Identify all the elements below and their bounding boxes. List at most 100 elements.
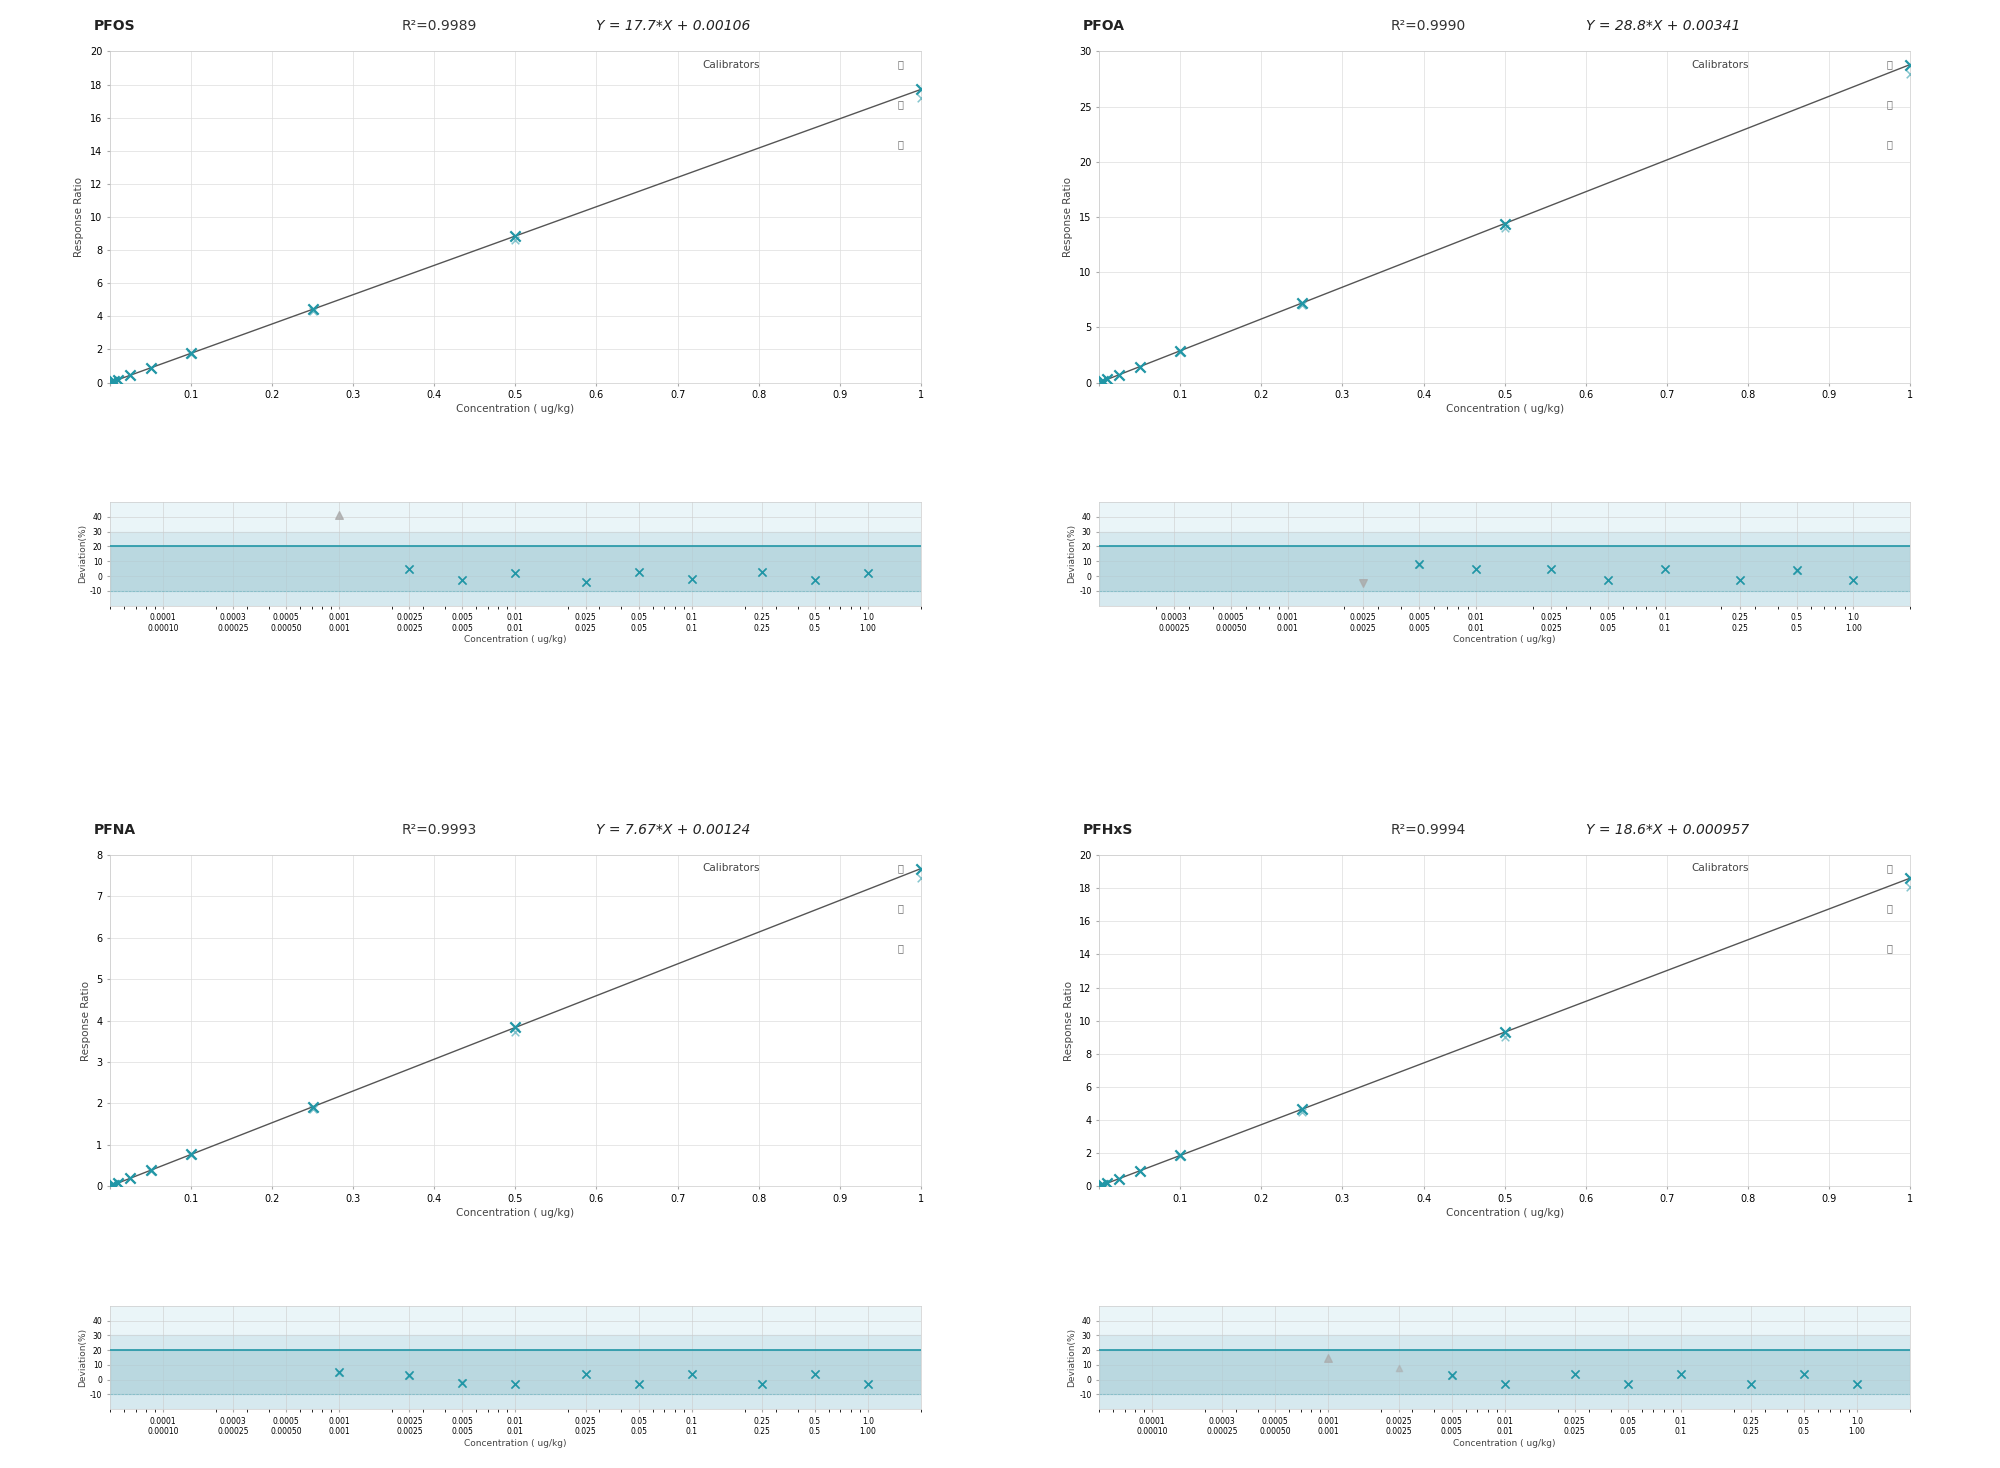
Point [1788, 1362, 1820, 1386]
Point [296, 298, 328, 321]
Point [102, 1171, 134, 1195]
Point [176, 1142, 208, 1166]
Point [904, 866, 936, 890]
Point [94, 370, 126, 393]
Point [1436, 1364, 1468, 1387]
Point [1894, 876, 1926, 900]
Point [1092, 1171, 1124, 1195]
Y-axis label: Response Ratio: Response Ratio [74, 178, 84, 257]
Point [98, 370, 130, 393]
Point [1840, 1373, 1872, 1396]
Point [296, 1095, 328, 1119]
Y-axis label: Deviation(%): Deviation(%) [1068, 524, 1076, 583]
Point [1558, 1362, 1590, 1386]
Text: 🔍: 🔍 [898, 100, 902, 110]
Point [296, 299, 328, 323]
Text: Y = 28.8*X + 0.00341: Y = 28.8*X + 0.00341 [1586, 19, 1740, 34]
Y-axis label: Response Ratio: Response Ratio [80, 981, 90, 1061]
Point [1088, 370, 1120, 393]
Point [1488, 1020, 1520, 1044]
Point [1664, 1362, 1696, 1386]
Point [446, 568, 478, 592]
Point [1488, 1025, 1520, 1048]
Text: 🔍: 🔍 [1886, 903, 1892, 913]
Point [394, 558, 426, 581]
Point [94, 1174, 126, 1198]
Point [500, 1020, 532, 1044]
Text: ⤓: ⤓ [1886, 942, 1892, 953]
Point [446, 568, 478, 592]
Point [798, 1362, 830, 1386]
Text: R²=0.9994: R²=0.9994 [1392, 824, 1466, 837]
Point [1734, 1373, 1766, 1396]
Point [852, 561, 884, 584]
Point [746, 561, 778, 584]
X-axis label: Concentration ( ug/kg): Concentration ( ug/kg) [464, 636, 566, 644]
Point [1104, 1167, 1136, 1191]
Point [96, 370, 128, 393]
Text: PFHxS: PFHxS [1082, 824, 1134, 837]
Point [1612, 1373, 1644, 1396]
Point [1612, 1373, 1644, 1396]
Point [500, 229, 532, 252]
X-axis label: Concentration ( ug/kg): Concentration ( ug/kg) [1454, 1439, 1556, 1447]
Point [1536, 558, 1568, 581]
Point [1084, 1174, 1116, 1198]
Point [746, 559, 778, 583]
Point [676, 1362, 708, 1386]
Point [324, 1361, 356, 1384]
Point [676, 1362, 708, 1386]
Text: Y = 17.7*X + 0.00106: Y = 17.7*X + 0.00106 [596, 19, 750, 34]
Point [96, 1174, 128, 1198]
Bar [1100, 546, 1910, 590]
Point [1092, 1171, 1124, 1195]
Point [1286, 291, 1318, 314]
Bar [110, 531, 920, 606]
Point [114, 1167, 146, 1191]
Point [1124, 355, 1156, 379]
Point [114, 1167, 146, 1191]
X-axis label: Concentration ( ug/kg): Concentration ( ug/kg) [1446, 1208, 1564, 1218]
Text: Calibrators: Calibrators [702, 863, 760, 873]
Point [1164, 341, 1196, 364]
Point [134, 357, 166, 380]
Point [676, 567, 708, 590]
Point [904, 87, 936, 110]
Bar [1100, 531, 1910, 606]
Point [1788, 1362, 1820, 1386]
Point [1088, 1173, 1120, 1196]
Point [394, 1364, 426, 1387]
Point [1086, 1174, 1118, 1198]
Point [622, 1373, 654, 1396]
Point [904, 857, 936, 881]
Point [1838, 568, 1870, 592]
Point [134, 1160, 166, 1183]
Point [1104, 363, 1136, 386]
Point [746, 1373, 778, 1396]
Point [1088, 1173, 1120, 1196]
Point [1894, 866, 1926, 890]
Point [102, 368, 134, 392]
Text: Calibrators: Calibrators [702, 60, 760, 69]
Point [1592, 568, 1624, 592]
Point [570, 1362, 602, 1386]
Point [1460, 558, 1492, 581]
Point [1664, 1362, 1696, 1386]
Bar [1100, 1336, 1910, 1409]
Point [500, 225, 532, 248]
Point [114, 364, 146, 388]
Point [798, 1362, 830, 1386]
Point [102, 1171, 134, 1195]
Text: 🔍: 🔍 [1886, 863, 1892, 873]
Point [446, 1371, 478, 1395]
Bar [110, 546, 920, 590]
Point [1086, 1174, 1118, 1198]
Point [1536, 556, 1568, 580]
Text: ⤓: ⤓ [1886, 139, 1892, 150]
Point [852, 562, 884, 586]
Point [94, 370, 126, 393]
Point [622, 561, 654, 584]
Text: R²=0.9989: R²=0.9989 [402, 19, 478, 34]
Point [1558, 1362, 1590, 1386]
Point [1346, 571, 1378, 595]
